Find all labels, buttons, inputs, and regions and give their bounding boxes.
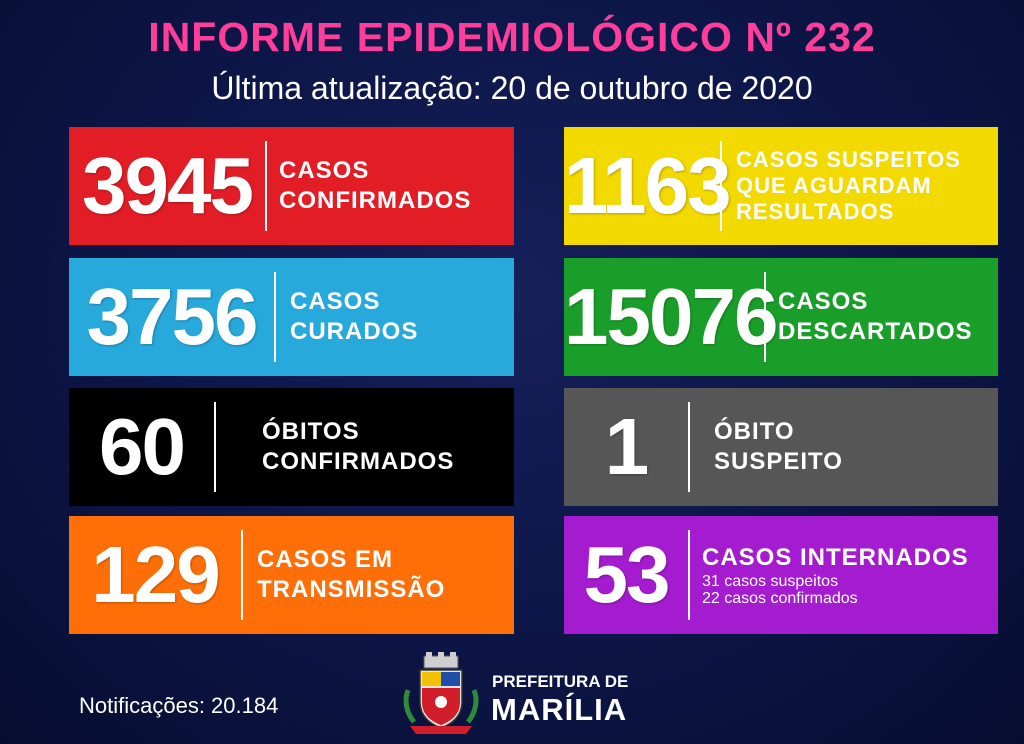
label-line: CURADOS	[290, 318, 419, 345]
label-line: TRANSMISSÃO	[257, 576, 446, 603]
card-confirmed-cases: 3945 CASOS CONFIRMADOS	[69, 127, 514, 245]
label-line: CASOS SUSPEITOS	[736, 147, 961, 172]
card-discarded-cases: 15076 CASOS DESCARTADOS	[564, 258, 998, 376]
label-line: DESCARTADOS	[778, 318, 973, 345]
city-name: MARÍLIA	[491, 692, 628, 727]
hospitalized-cases-number: 53	[583, 530, 671, 619]
card-divider	[688, 530, 690, 620]
last-update-text: Última atualização: 20 de outubro de 202…	[211, 70, 813, 106]
card-cured-cases: 3756 CASOS CURADOS	[69, 258, 514, 376]
card-divider	[274, 272, 276, 362]
discarded-cases-label: CASOS DESCARTADOS	[778, 287, 973, 347]
card-transmission-cases: 129 CASOS EM TRANSMISSÃO	[69, 516, 514, 634]
suspected-cases-number: 1163	[564, 141, 732, 230]
hospitalized-confirmed-count: 22 casos confirmados	[702, 590, 858, 607]
label-line: CONFIRMADOS	[262, 448, 455, 475]
hospitalized-suspected-count: 31 casos suspeitos	[702, 573, 839, 590]
confirmed-deaths-label: ÓBITOS CONFIRMADOS	[262, 417, 454, 477]
notifications-count: Notificações: 20.184	[79, 693, 279, 718]
transmission-cases-label: CASOS EM TRANSMISSÃO	[257, 545, 445, 605]
card-confirmed-deaths: 60 ÓBITOS CONFIRMADOS	[69, 388, 514, 506]
card-divider	[720, 141, 722, 231]
discarded-cases-number: 15076	[564, 272, 778, 361]
hospitalized-cases-label: CASOS INTERNADOS 31 casos suspeitos 22 c…	[702, 543, 969, 607]
label-line: CASOS EM	[257, 546, 394, 573]
suspected-cases-label: CASOS SUSPEITOS QUE AGUARDAM RESULTADOS	[736, 147, 961, 225]
card-suspected-death: 1 ÓBITO SUSPEITO	[564, 388, 998, 506]
label-line: CONFIRMADOS	[279, 187, 472, 214]
cured-cases-number: 3756	[86, 272, 259, 361]
label-line: RESULTADOS	[736, 199, 895, 224]
label-line: CASOS	[778, 288, 869, 315]
label-line: CASOS INTERNADOS	[702, 544, 969, 571]
prefeitura-label: PREFEITURA DE	[492, 672, 629, 691]
cured-cases-label: CASOS CURADOS	[290, 287, 418, 347]
confirmed-cases-number: 3945	[82, 141, 254, 230]
card-hospitalized-cases: 53 CASOS INTERNADOS 31 casos suspeitos 2…	[564, 516, 998, 634]
label-line: CASOS	[279, 157, 370, 184]
page-title: INFORME EPIDEMIOLÓGICO Nº 232	[148, 14, 876, 60]
transmission-cases-number: 129	[91, 530, 220, 619]
suspected-death-number: 1	[604, 402, 650, 491]
card-divider	[214, 402, 216, 492]
coat-of-arms-icon	[396, 652, 486, 738]
label-line: ÓBITO	[714, 418, 795, 445]
label-line: CASOS	[290, 288, 381, 315]
card-divider	[688, 402, 690, 492]
confirmed-cases-label: CASOS CONFIRMADOS	[279, 156, 471, 216]
card-divider	[764, 272, 766, 362]
label-line: QUE AGUARDAM	[736, 173, 932, 198]
card-divider	[241, 530, 243, 620]
label-line: ÓBITOS	[262, 418, 360, 445]
label-line: SUSPEITO	[714, 448, 843, 475]
card-divider	[265, 141, 267, 231]
confirmed-deaths-number: 60	[99, 402, 186, 491]
card-suspected-cases: 1163 CASOS SUSPEITOS QUE AGUARDAM RESULT…	[564, 127, 998, 245]
suspected-death-label: ÓBITO SUSPEITO	[714, 417, 843, 477]
